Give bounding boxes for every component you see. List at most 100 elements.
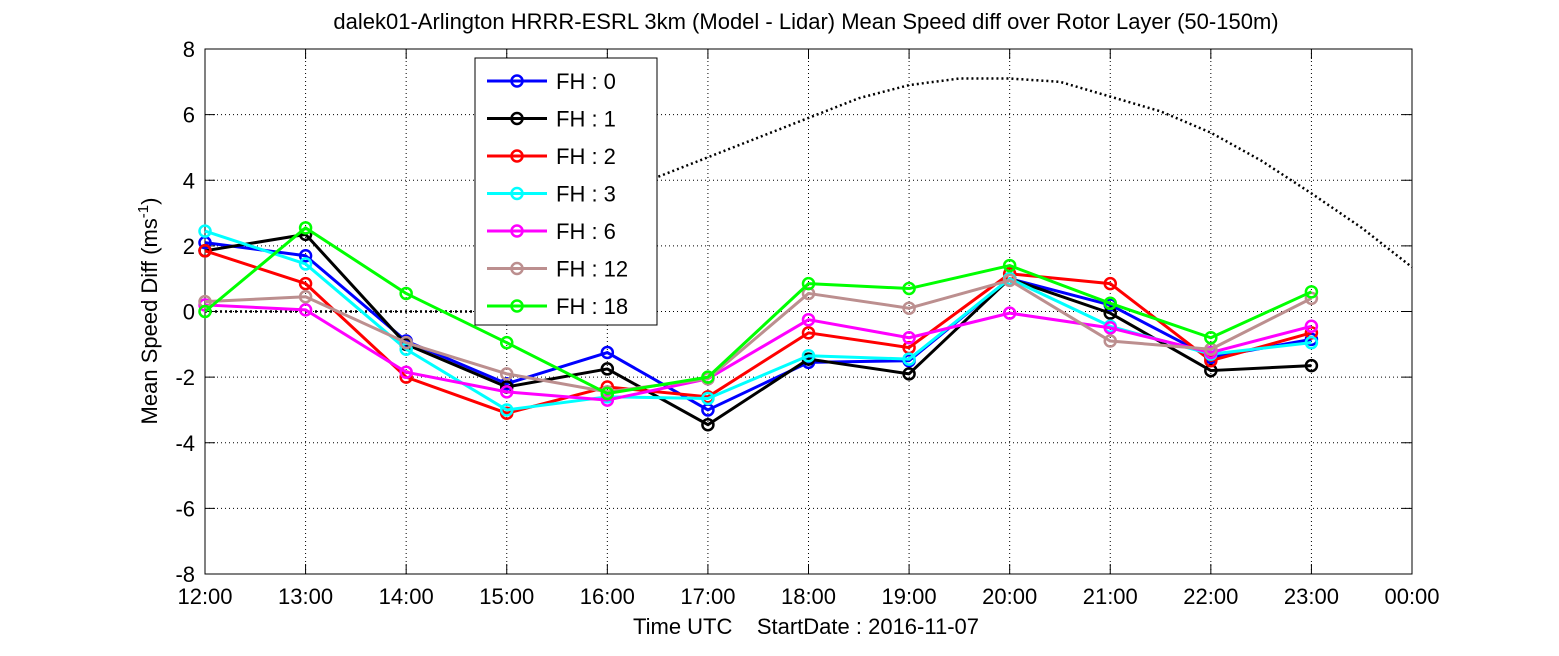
legend-label: FH : 18 (556, 294, 628, 319)
series-point (1304, 335, 1319, 350)
y-axis-label-superscript: -1 (135, 205, 152, 218)
series-point (1103, 276, 1117, 291)
series-point (1002, 306, 1017, 320)
series-group (198, 227, 1319, 432)
series-point (1103, 321, 1117, 335)
y-tick-label: 6 (183, 103, 195, 128)
series-point (701, 417, 715, 432)
x-tick-label: 18:00 (781, 584, 836, 609)
y-tick-label: -8 (175, 562, 195, 587)
series-point (1304, 319, 1319, 334)
legend-item: FH : 12 (487, 257, 628, 282)
legend-item: FH : 2 (487, 144, 616, 169)
x-tick-label: 17:00 (680, 584, 735, 609)
series-point (1304, 285, 1319, 299)
y-tick-label: 2 (183, 234, 195, 259)
legend-label: FH : 2 (556, 144, 616, 169)
series-point (701, 370, 715, 384)
x-tick-label: 23:00 (1284, 584, 1339, 609)
series-point (198, 224, 212, 238)
legend-item: FH : 1 (487, 107, 616, 132)
legend-item: FH : 18 (487, 294, 628, 319)
series-point (399, 286, 413, 301)
series-point (801, 312, 816, 327)
series-group (198, 221, 1319, 401)
y-axis-label-main: Mean Speed Diff (ms (137, 218, 162, 424)
series-line (204, 226, 1313, 396)
series-point (1304, 358, 1319, 373)
x-tick-label: 14:00 (379, 584, 434, 609)
series-line (204, 278, 1313, 394)
series-point (1103, 296, 1117, 311)
legend-item: FH : 6 (487, 219, 616, 244)
series-point (500, 385, 514, 399)
legend: FH : 0 FH : 1 FH : 2 FH : 3 FH : 6 FH : 12 FH … (474, 57, 658, 326)
series-point (701, 391, 715, 406)
legend-label: FH : 0 (556, 69, 616, 94)
legend-swatch-marker (510, 261, 524, 276)
series-point (902, 352, 916, 366)
series-point (1002, 258, 1017, 273)
series-point (1002, 273, 1017, 288)
series-point (298, 303, 313, 317)
y-tick-label: -6 (175, 496, 195, 521)
series-point (600, 386, 615, 401)
legend-item: FH : 3 (487, 182, 616, 207)
x-tick-label: 12:00 (177, 584, 232, 609)
y-tick-label: -4 (175, 431, 195, 456)
series-point (801, 276, 816, 291)
x-tick-label: 22:00 (1183, 584, 1238, 609)
x-tick-label: 21:00 (1083, 584, 1138, 609)
legend-label: FH : 3 (556, 182, 616, 207)
x-tick-label: 16:00 (580, 584, 635, 609)
series-point (500, 367, 514, 381)
series-point (198, 304, 212, 319)
legend-swatch-marker (510, 111, 524, 126)
series-point (298, 276, 313, 291)
series-point (298, 221, 313, 235)
y-tick-label: 4 (183, 168, 195, 193)
series-group (198, 273, 1319, 399)
y-tick-label: 8 (183, 37, 195, 62)
series-line (204, 303, 1312, 402)
series-point (500, 403, 514, 417)
x-tick-label: 15:00 (479, 584, 534, 609)
series-point (399, 335, 413, 350)
y-tick-label: -2 (175, 365, 195, 390)
series-point (399, 365, 413, 379)
chart-title: dalek01-Arlington HRRR-ESRL 3km (Model -… (333, 9, 1278, 34)
x-tick-label: 13:00 (278, 584, 333, 609)
series-point (298, 257, 313, 271)
series-point (801, 326, 816, 340)
series-layer (198, 221, 1319, 432)
x-axis-label: Time UTC StartDate : 2016-11-07 (633, 614, 979, 639)
series-point (298, 248, 313, 263)
series-line (204, 232, 1312, 427)
legend-swatch-marker (510, 74, 524, 88)
series-point (500, 335, 514, 350)
legend-swatch-marker (510, 149, 524, 163)
x-tick-label: 00:00 (1384, 584, 1439, 609)
y-axis-label-tail: ) (137, 198, 162, 205)
x-tick-label: 19:00 (882, 584, 937, 609)
series-point (298, 289, 313, 304)
legend-swatch-marker (510, 224, 524, 238)
series-point (801, 349, 816, 363)
y-axis-label: Mean Speed Diff (ms-1) (135, 198, 162, 425)
legend-label: FH : 1 (556, 107, 616, 132)
series-point (198, 244, 212, 258)
legend-label: FH : 12 (556, 257, 628, 282)
legend-swatch-marker (510, 299, 524, 313)
legend-item: FH : 0 (487, 69, 616, 94)
legend-swatch-marker (510, 186, 524, 201)
reference-layer (205, 77, 1413, 313)
series-line (204, 229, 1312, 412)
series-point (902, 331, 916, 345)
legend-label: FH : 6 (556, 219, 616, 244)
series-point (600, 362, 615, 376)
reference-curve (205, 77, 1413, 313)
ticks-layer: -8 -6 -4 -2 0 2 4 6 8 12:00 13:00 14:00 15:00 16:00 17… (175, 37, 1439, 609)
y-tick-label: 0 (183, 300, 195, 325)
series-point (1204, 331, 1218, 345)
